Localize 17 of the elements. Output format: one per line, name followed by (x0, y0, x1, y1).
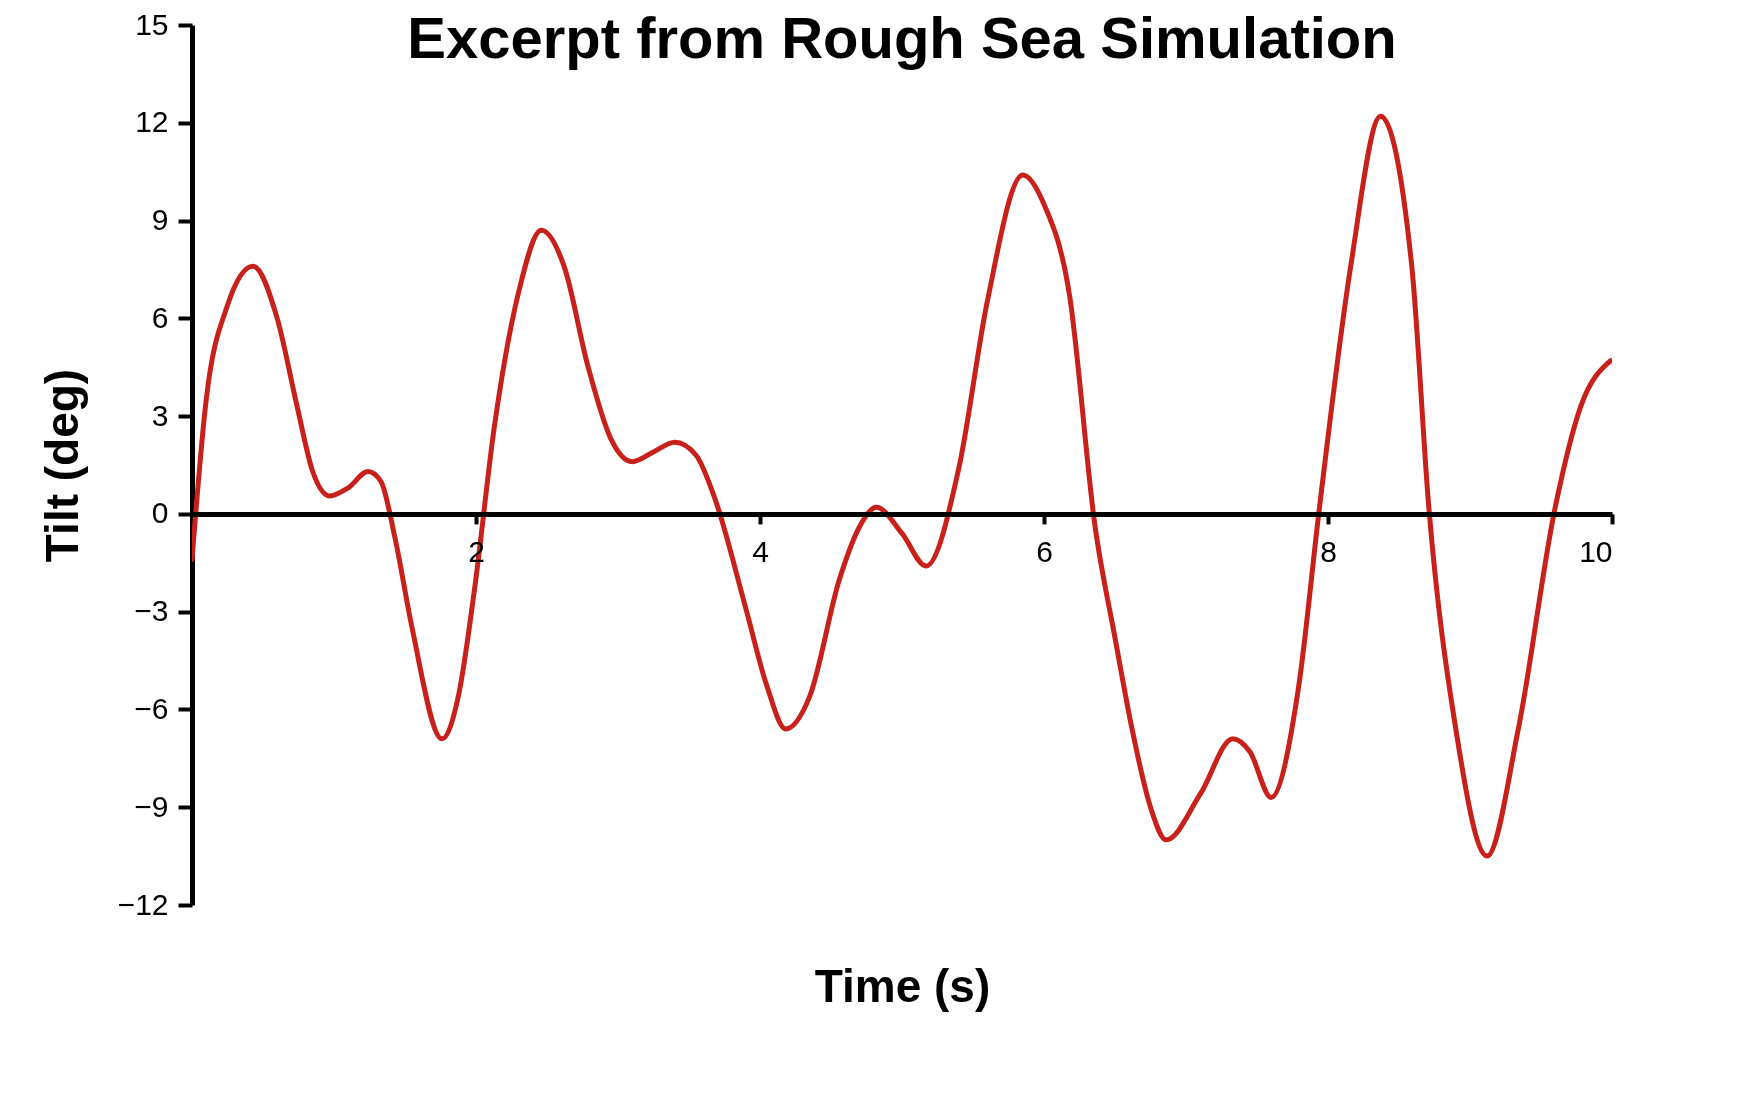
x-tick-label: 10 (1579, 535, 1613, 569)
y-tick-label: −12 (117, 887, 169, 921)
y-tick-label: 9 (151, 203, 169, 237)
y-tick-label: 3 (151, 398, 169, 432)
y-axis-title: Tilt (deg) (35, 368, 88, 563)
y-tick-label: 12 (135, 105, 169, 139)
x-axis-title: Time (s) (814, 959, 991, 1012)
y-tick-label: 6 (151, 300, 169, 334)
x-tick-label: 6 (1036, 535, 1053, 569)
y-tick-label: −6 (134, 691, 169, 725)
y-tick-label: −9 (134, 789, 169, 823)
y-tick-label: 15 (135, 7, 169, 41)
y-tick-label: −3 (134, 594, 169, 628)
chart-title: Excerpt from Rough Sea Simulation (407, 5, 1397, 70)
x-tick-label: 4 (752, 535, 769, 569)
y-tick-label: 0 (151, 496, 169, 530)
x-tick-label: 8 (1320, 535, 1337, 569)
